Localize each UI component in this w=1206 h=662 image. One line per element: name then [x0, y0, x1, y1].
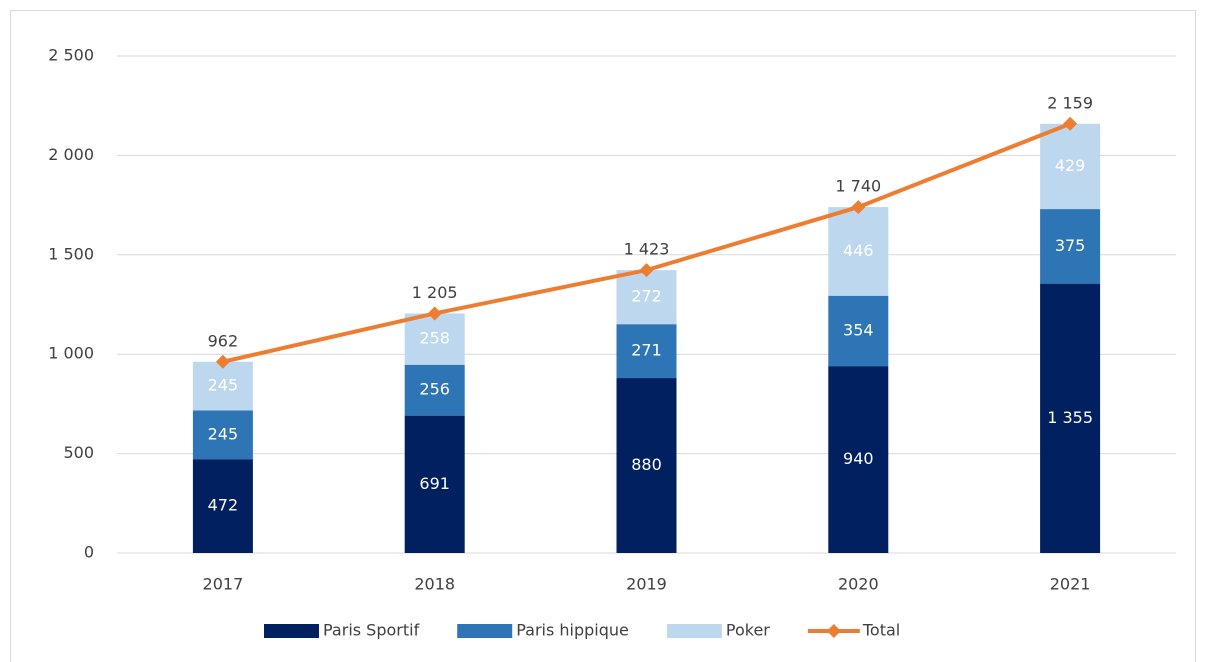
- data-label: 258: [419, 329, 450, 348]
- total-marker: [1063, 116, 1078, 131]
- data-label: 271: [631, 341, 662, 360]
- bar-segment: [1040, 123, 1101, 210]
- bar-segment: [192, 410, 253, 460]
- data-label: 429: [1055, 156, 1086, 175]
- legend-marker: [826, 624, 841, 638]
- bar-segment: [828, 366, 889, 553]
- total-marker: [215, 354, 230, 369]
- y-tick-label: 1 500: [48, 244, 94, 263]
- data-label: 880: [631, 455, 662, 474]
- legend-swatch: [457, 624, 513, 638]
- data-label: 472: [208, 496, 239, 515]
- bar-segment: [1040, 209, 1101, 284]
- bar-segment: [616, 270, 677, 325]
- bar-segment: [404, 313, 465, 365]
- x-tick-label: 2020: [838, 575, 879, 594]
- x-tick-label: 2017: [203, 575, 244, 594]
- data-label: 375: [1055, 236, 1086, 255]
- bar-segment: [828, 295, 889, 367]
- total-label: 962: [208, 331, 239, 350]
- x-tick-label: 2018: [414, 575, 455, 594]
- bar-segment: [192, 361, 253, 411]
- total-label: 1 423: [624, 240, 670, 259]
- data-label: 940: [843, 449, 874, 468]
- legend-label: Total: [862, 621, 900, 640]
- bar-segment: [192, 459, 253, 553]
- legend-label: Paris Sportif: [323, 621, 420, 640]
- x-tick-label: 2019: [626, 575, 667, 594]
- legend-label: Paris hippique: [516, 621, 629, 640]
- data-label: 272: [631, 287, 662, 306]
- bar-segment: [1040, 283, 1101, 553]
- bar-segment: [828, 207, 889, 296]
- total-marker: [851, 200, 866, 215]
- data-label: 446: [843, 241, 874, 260]
- data-label: 256: [419, 380, 450, 399]
- data-label: 354: [843, 320, 874, 339]
- y-tick-label: 0: [84, 543, 94, 562]
- legend-swatch: [666, 624, 722, 638]
- data-label: 245: [208, 376, 239, 395]
- y-tick-label: 500: [63, 443, 94, 462]
- y-tick-label: 2 500: [48, 46, 94, 65]
- bar-segment: [616, 378, 677, 553]
- legend-swatch: [264, 624, 319, 638]
- total-marker: [639, 263, 654, 278]
- data-label: 691: [419, 474, 450, 493]
- chart-frame: [10, 10, 1196, 662]
- bar-segment: [616, 324, 677, 379]
- total-label: 2 159: [1047, 93, 1093, 112]
- data-label: 1 355: [1047, 408, 1093, 427]
- x-tick-label: 2021: [1050, 575, 1091, 594]
- bar-segment: [404, 415, 465, 553]
- y-tick-label: 1 000: [48, 344, 94, 363]
- total-marker: [427, 306, 442, 321]
- total-label: 1 205: [412, 283, 458, 302]
- total-label: 1 740: [835, 177, 881, 196]
- data-label: 245: [208, 424, 239, 443]
- bar-segment: [404, 364, 465, 416]
- y-tick-label: 2 000: [48, 145, 94, 164]
- legend-label: Poker: [726, 621, 770, 640]
